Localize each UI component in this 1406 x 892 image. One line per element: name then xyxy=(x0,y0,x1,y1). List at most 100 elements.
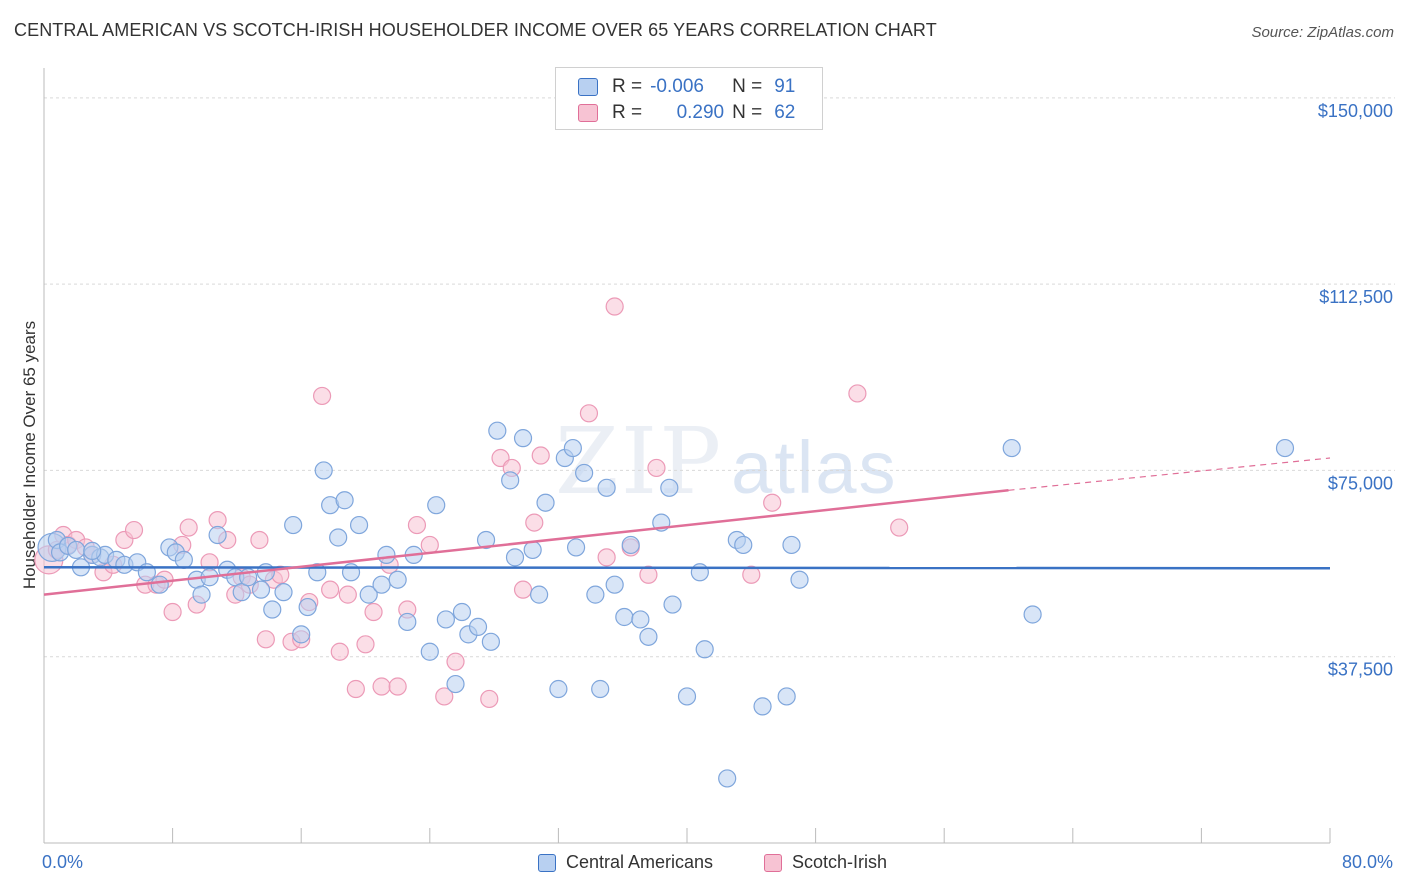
central-american-point xyxy=(530,585,549,604)
scotch-irish-point xyxy=(388,677,407,696)
central-american-point xyxy=(329,528,348,547)
legend-n-label: N = xyxy=(732,102,763,123)
scotch-irish-point xyxy=(435,687,454,706)
central-american-point xyxy=(359,585,378,604)
central-american-point xyxy=(150,575,169,594)
scotch-irish-point xyxy=(346,679,365,699)
watermark-atlas: atlas xyxy=(731,426,898,509)
central-american-point xyxy=(513,429,533,448)
central-american-point xyxy=(575,463,594,483)
scotch-irish-point xyxy=(480,689,499,709)
series-legend: Central Americans Scotch-Irish xyxy=(0,852,1406,878)
central-american-point xyxy=(777,687,796,706)
central-american-point xyxy=(83,541,102,561)
scotch-irish-point xyxy=(124,520,144,540)
legend-n-value: 91 xyxy=(774,76,796,97)
central-american-point xyxy=(631,610,650,629)
central-american-point xyxy=(566,538,586,557)
y-tick-label: $37,500 xyxy=(1328,660,1393,680)
central-american-point xyxy=(690,563,709,582)
scotch-irish-point xyxy=(330,642,349,661)
scotch-irish-point xyxy=(250,530,269,550)
scotch-irish-point xyxy=(531,446,550,465)
central-american-point xyxy=(615,607,634,627)
central-american-point xyxy=(436,610,455,629)
scotch-irish-point xyxy=(763,493,782,512)
central-american-point xyxy=(427,496,446,515)
scotch-irish-point xyxy=(179,518,198,537)
central-american-point xyxy=(488,421,507,440)
legend-swatch-blue xyxy=(538,853,556,872)
central-american-point xyxy=(621,535,640,555)
x-tick-min: 0.0% xyxy=(42,852,84,872)
scotch-irish-point xyxy=(256,630,275,649)
central-american-point xyxy=(372,575,391,594)
scotch-irish-point xyxy=(890,518,909,537)
central-american-point xyxy=(753,697,772,716)
central-american-point xyxy=(501,471,520,490)
scotch-irish-point xyxy=(407,515,427,535)
legend-swatch-pink xyxy=(764,853,782,872)
central-american-point xyxy=(718,769,737,788)
central-american-point xyxy=(597,478,616,497)
central-american-point xyxy=(1275,438,1295,458)
scotch-irish-point xyxy=(579,404,599,423)
central-american-point xyxy=(476,530,496,550)
legend-row-scotch-irish: R = 0.290 N = 62 xyxy=(578,100,795,126)
central-american-point xyxy=(586,585,605,604)
y-tick-label: $150,000 xyxy=(1318,101,1393,121)
central-american-point xyxy=(605,575,624,594)
scotch-irish-point xyxy=(372,677,391,696)
central-american-point xyxy=(263,600,282,619)
scotch-irish-trendline xyxy=(43,489,1009,596)
central-american-point xyxy=(523,540,542,560)
legend-item-central-americans: Central Americans xyxy=(538,852,713,873)
central-american-point xyxy=(468,617,488,637)
central-american-point xyxy=(398,612,417,632)
central-american-point xyxy=(388,570,407,589)
legend-label-scotch-irish: Scotch-Irish xyxy=(792,852,888,872)
central-american-point xyxy=(663,595,682,614)
legend-swatch-pink xyxy=(578,104,598,122)
scotch-irish-point xyxy=(597,548,616,567)
central-american-point xyxy=(695,640,714,659)
scotch-irish-point xyxy=(312,386,332,406)
y-tick-label: $112,500 xyxy=(1319,287,1393,307)
legend-r-label: R = xyxy=(612,102,643,123)
central-american-point xyxy=(251,580,271,599)
legend-r-label: R = xyxy=(612,76,643,97)
legend-n-value: 62 xyxy=(774,102,796,123)
central-american-point xyxy=(314,461,333,480)
central-american-point xyxy=(67,540,86,560)
chart-title: CENTRAL AMERICAN VS SCOTCH-IRISH HOUSEHO… xyxy=(14,20,937,40)
central-american-point xyxy=(639,627,658,646)
legend-label-central-americans: Central Americans xyxy=(566,852,714,872)
central-american-point xyxy=(420,642,439,661)
central-american-point xyxy=(446,674,465,694)
legend-r-value: 0.290 xyxy=(676,102,725,123)
scotch-irish-point xyxy=(338,585,357,604)
watermark-zip: ZIP xyxy=(555,408,724,515)
central-american-point xyxy=(349,515,369,535)
legend-n-label: N = xyxy=(732,76,763,97)
central-american-point xyxy=(563,438,582,458)
scotch-irish-point xyxy=(647,458,666,478)
central-american-point xyxy=(1023,605,1042,624)
central-american-point xyxy=(377,545,396,564)
correlation-legend: R = -0.006 N = 91 R = 0.290 N = 62 xyxy=(555,67,823,130)
source-credit: Source: ZipAtlas.com xyxy=(1251,24,1394,41)
central-american-point xyxy=(298,597,317,617)
scotch-irish-point xyxy=(605,297,624,316)
central-american-point xyxy=(505,548,525,567)
central-american-point xyxy=(549,679,568,699)
scotch-irish-point xyxy=(356,635,375,654)
central-american-point xyxy=(481,632,500,651)
central-american-point xyxy=(452,602,472,622)
central-american-point xyxy=(782,535,801,555)
scotch-irish-trendline-extension xyxy=(1008,457,1331,491)
central-american-point xyxy=(734,535,753,555)
scotch-irish-point xyxy=(742,565,761,584)
x-tick-max: 80.0% xyxy=(1341,852,1393,872)
central-american-point xyxy=(284,515,303,535)
